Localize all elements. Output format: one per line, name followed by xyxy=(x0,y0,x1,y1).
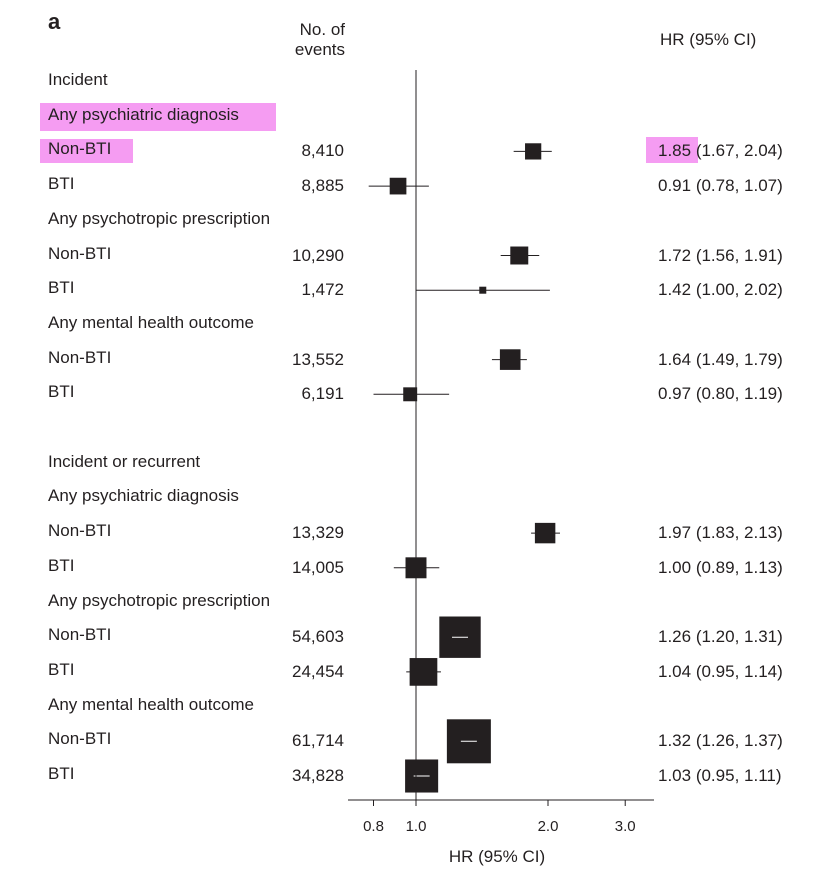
row-label: Non-BTI xyxy=(48,521,112,541)
panel-label: a xyxy=(48,9,61,34)
row-label: BTI xyxy=(48,555,75,575)
ci-value: (0.95, 1.14) xyxy=(691,661,783,681)
events-count: 13,329 xyxy=(292,523,344,543)
subgroup-label: Any mental health outcome xyxy=(48,312,255,332)
hr-estimate-text: 1.26 (1.20, 1.31) xyxy=(658,627,783,647)
hr-marker xyxy=(479,286,487,294)
x-axis-label: HR (95% CI) xyxy=(449,847,545,866)
hr-value: 1.64 xyxy=(658,349,692,369)
ci-value: (0.80, 1.19) xyxy=(691,384,783,404)
hr-marker xyxy=(499,349,521,370)
hr-estimate-text: 1.97 (1.83, 2.13) xyxy=(658,523,783,543)
hr-marker xyxy=(409,658,438,686)
x-tick-label: 0.8 xyxy=(363,818,384,835)
hr-marker xyxy=(534,522,556,544)
hr-estimate-text: 1.32 (1.26, 1.37) xyxy=(658,731,783,751)
hr-estimate-text: 1.42 (1.00, 2.02) xyxy=(658,280,783,300)
hr-estimate-text: 0.97 (0.80, 1.19) xyxy=(658,384,783,404)
hr-value: 1.42 xyxy=(658,280,692,300)
row-label: Non-BTI xyxy=(48,243,112,263)
events-count: 10,290 xyxy=(292,245,344,265)
hr-estimate-text: 1.00 (0.89, 1.13) xyxy=(658,558,783,578)
events-header: No. of events xyxy=(285,20,345,60)
events-count: 61,714 xyxy=(292,731,344,751)
hr-estimate-text: 1.03 (0.95, 1.11) xyxy=(658,766,782,786)
events-count: 1,472 xyxy=(301,280,344,300)
row-label: BTI xyxy=(48,278,75,298)
hr-value: 1.26 xyxy=(658,627,692,647)
x-tick-label: 3.0 xyxy=(615,818,636,835)
hr-value: 1.72 xyxy=(658,245,692,265)
row-label: Non-BTI xyxy=(48,139,112,159)
hr-marker xyxy=(510,246,529,265)
events-count: 8,885 xyxy=(301,176,344,196)
subgroup-label: Any psychiatric diagnosis xyxy=(48,104,239,124)
events-count: 24,454 xyxy=(292,661,344,681)
row-label: Non-BTI xyxy=(48,729,112,749)
ci-value: (0.89, 1.13) xyxy=(691,557,783,577)
hr-value: 1.32 xyxy=(658,731,692,751)
hr-value: 1.97 xyxy=(658,523,692,543)
row-label: BTI xyxy=(48,382,75,402)
ci-value: (1.83, 2.13) xyxy=(691,523,783,543)
hr-value: 0.97 xyxy=(658,384,692,404)
row-label: Non-BTI xyxy=(48,347,112,367)
ci-value: (0.95, 1.11) xyxy=(691,766,782,785)
highlight-hr-value xyxy=(646,137,698,163)
hr-estimate-text: 1.85 (1.67, 2.04) xyxy=(658,141,783,161)
row-label: BTI xyxy=(48,174,75,194)
group-label: Incident or recurrent xyxy=(48,451,201,471)
events-count: 14,005 xyxy=(292,557,344,577)
events-count: 13,552 xyxy=(292,349,344,369)
subgroup-label: Any psychotropic prescription xyxy=(48,590,271,610)
events-count: 6,191 xyxy=(301,384,344,404)
row-label: BTI xyxy=(48,764,75,783)
hr-value: 1.04 xyxy=(658,661,692,681)
events-count: 34,828 xyxy=(292,766,344,785)
ci-value: (1.49, 1.79) xyxy=(691,349,783,369)
hr-marker xyxy=(403,387,418,402)
hr-value: 1.03 xyxy=(658,766,692,785)
ci-value: (1.56, 1.91) xyxy=(691,245,783,265)
hr-header: HR (95% CI) xyxy=(660,30,757,49)
subgroup-label: Any mental health outcome xyxy=(48,694,255,714)
hr-estimate-text: 1.64 (1.49, 1.79) xyxy=(658,350,783,370)
row-label: Non-BTI xyxy=(48,625,112,645)
hr-estimate-text: 1.04 (0.95, 1.14) xyxy=(658,662,783,682)
events-count: 8,410 xyxy=(301,141,344,161)
ci-value: (1.20, 1.31) xyxy=(691,627,783,647)
x-tick-label: 1.0 xyxy=(406,818,427,835)
hr-value: 1.85 xyxy=(658,141,692,161)
ci-value: (1.67, 2.04) xyxy=(691,141,783,161)
ci-value: (0.78, 1.07) xyxy=(691,176,783,196)
events-header-line2: events xyxy=(294,40,345,59)
subgroup-label: Any psychiatric diagnosis xyxy=(48,486,239,506)
group-label: Incident xyxy=(48,70,108,89)
ci-value: (1.26, 1.37) xyxy=(691,731,783,751)
row-label: BTI xyxy=(48,659,75,679)
events-count: 54,603 xyxy=(292,627,344,647)
ci-value: (1.00, 2.02) xyxy=(691,280,783,300)
subgroup-label: Any psychotropic prescription xyxy=(48,208,271,228)
x-tick-label: 2.0 xyxy=(538,818,559,835)
hr-value: 0.91 xyxy=(658,176,692,196)
hr-value: 1.00 xyxy=(658,557,692,577)
hr-marker xyxy=(389,177,407,195)
hr-marker xyxy=(525,143,542,160)
hr-estimate-text: 1.72 (1.56, 1.91) xyxy=(658,246,783,266)
highlight-row-label xyxy=(40,139,133,163)
events-header-line1: No. of xyxy=(299,20,345,39)
hr-estimate-text: 0.91 (0.78, 1.07) xyxy=(658,176,783,196)
highlight-subgroup xyxy=(40,103,276,131)
